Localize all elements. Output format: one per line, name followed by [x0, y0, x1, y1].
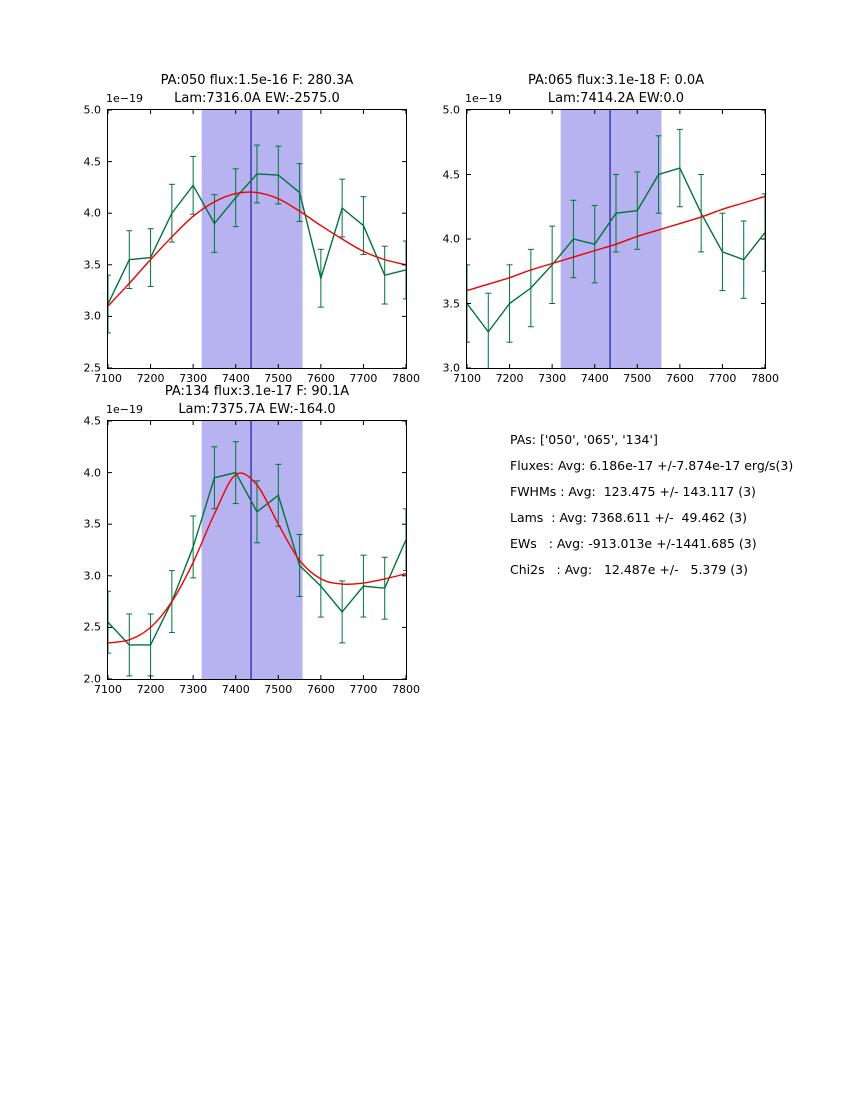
- tick-label: 7700: [349, 683, 378, 696]
- plot1-title-line1: PA:050 flux:1.5e-16 F: 280.3A: [160, 73, 354, 88]
- series-linear-fit: [467, 195, 765, 292]
- highlight-band: [560, 110, 662, 368]
- plot2-title-line2: Lam:7414.2A EW:0.0: [547, 91, 685, 106]
- tick-label: 4.5: [83, 155, 102, 169]
- axis-ticks: [467, 110, 765, 368]
- tick-label: 7300: [179, 683, 208, 696]
- tick-label: 7100: [94, 683, 122, 696]
- tick-label: 4.0: [83, 206, 102, 220]
- tick-label: 3.5: [442, 297, 461, 310]
- tick-label: 4.0: [442, 232, 461, 246]
- plot1-area: [107, 109, 407, 369]
- plot2-title: PA:065 flux:3.1e-18 F: 0.0A Lam:7414.2A …: [467, 72, 765, 108]
- tick-label: 7800: [392, 372, 420, 385]
- axis-ticks: [108, 110, 406, 368]
- tick-label: 3.0: [83, 309, 102, 323]
- tick-label: 7800: [751, 372, 779, 385]
- highlight-band: [201, 110, 303, 368]
- tick-label: 7100: [94, 372, 122, 385]
- highlight-band: [201, 421, 303, 679]
- tick-label: 3.5: [83, 258, 102, 272]
- tick-label: 7300: [538, 372, 567, 385]
- tick-label: 2.5: [83, 361, 102, 375]
- tick-label: 7700: [349, 372, 378, 385]
- series-spectrum: [108, 471, 406, 646]
- tick-label: 4.5: [442, 168, 461, 181]
- plot2-offset-label: 1e−19: [465, 92, 502, 105]
- tick-label: 7200: [495, 372, 524, 385]
- plot1-title-line2: Lam:7316.0A EW:-2575.0: [174, 91, 340, 106]
- tick-label: 5.0: [83, 103, 102, 117]
- series-gaussian-fit: [108, 191, 406, 307]
- tick-label: 3.0: [83, 569, 102, 583]
- tick-label: 7500: [264, 683, 293, 696]
- stats-line-chi2s: Chi2s : Avg: 12.487e +/- 5.379 (3): [510, 562, 748, 577]
- plot1-title: PA:050 flux:1.5e-16 F: 280.3A Lam:7316.0…: [108, 72, 406, 108]
- series-spectrum: [467, 167, 765, 334]
- stats-line-ews: EWs : Avg: -913.013e +/-1441.685 (3): [510, 536, 757, 551]
- axis-ticks: [108, 421, 406, 679]
- plot3-title-line2: Lam:7375.7A EW:-164.0: [178, 402, 336, 417]
- plot3-title-line1: PA:134 flux:3.1e-17 F: 90.1A: [164, 384, 350, 399]
- plot-svg: [108, 110, 406, 368]
- plot3-title: PA:134 flux:3.1e-17 F: 90.1A Lam:7375.7A…: [108, 383, 406, 419]
- plot1-offset-label: 1e−19: [106, 92, 143, 105]
- stats-line-fluxes: Fluxes: Avg: 6.186e-17 +/-7.874e-17 erg/…: [510, 458, 794, 473]
- stats-panel: PAs: ['050', '065', '134'] Fluxes: Avg: …: [510, 432, 793, 588]
- tick-label: 3.0: [442, 361, 461, 375]
- tick-label: 7100: [453, 372, 481, 385]
- tick-label: 7300: [179, 372, 208, 385]
- tick-label: 4.5: [83, 414, 102, 428]
- tick-label: 7400: [221, 372, 250, 385]
- plot2-title-line1: PA:065 flux:3.1e-18 F: 0.0A: [527, 73, 705, 88]
- series-gaussian-fit: [108, 472, 406, 644]
- stats-line-fwhms: FWHMs : Avg: 123.475 +/- 143.117 (3): [510, 484, 756, 499]
- plot-svg: [467, 110, 765, 368]
- tick-label: 7200: [136, 683, 165, 696]
- tick-label: 7600: [665, 372, 694, 385]
- tick-label: 7400: [580, 372, 609, 385]
- tick-label: 7400: [221, 683, 250, 696]
- tick-label: 7200: [136, 372, 165, 385]
- plot3-area: [107, 420, 407, 680]
- tick-label: 5.0: [442, 103, 461, 117]
- tick-label: 3.5: [83, 517, 102, 531]
- tick-label: 7800: [392, 683, 420, 696]
- tick-label: 2.5: [83, 620, 102, 634]
- plot3-offset-label: 1e−19: [106, 403, 143, 416]
- tick-label: 2.0: [83, 672, 102, 686]
- tick-label: 7500: [623, 372, 652, 385]
- tick-label: 7700: [708, 372, 737, 385]
- plot2-area: [466, 109, 766, 369]
- tick-label: 7600: [306, 372, 335, 385]
- series-spectrum: [108, 173, 406, 305]
- tick-label: 4.0: [83, 466, 102, 480]
- tick-label: 7500: [264, 372, 293, 385]
- stats-line-lams: Lams : Avg: 7368.611 +/- 49.462 (3): [510, 510, 747, 525]
- plot-svg: [108, 421, 406, 679]
- stats-line-pas: PAs: ['050', '065', '134']: [510, 432, 658, 447]
- tick-label: 7600: [306, 683, 335, 696]
